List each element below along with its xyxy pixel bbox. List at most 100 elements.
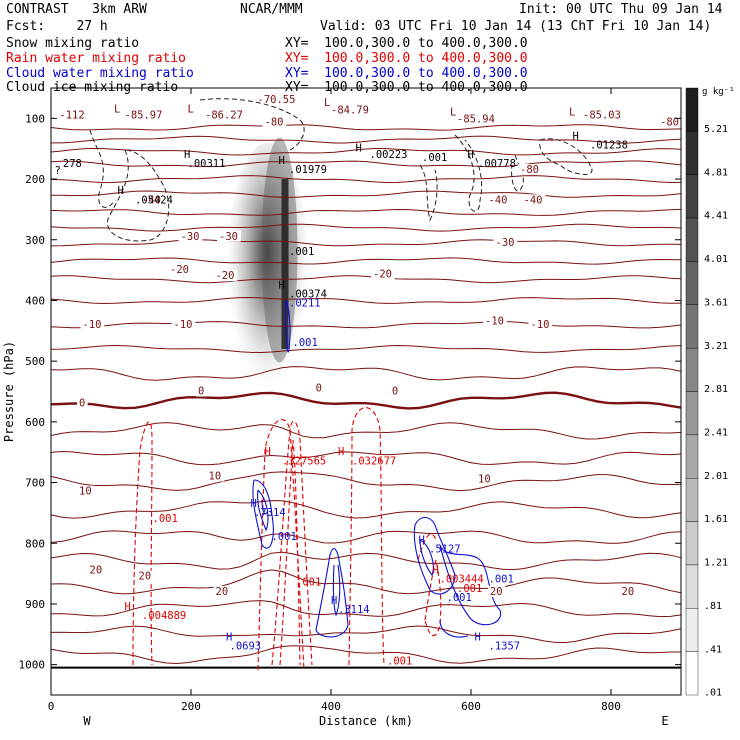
rain-contour — [132, 421, 153, 666]
colorbar-cell — [685, 521, 699, 566]
rain-label: .001 — [387, 656, 412, 668]
rain-label: .001 — [153, 513, 178, 525]
y-tick-label: 900 — [25, 598, 45, 611]
temperature-contour — [50, 296, 682, 305]
temperature-contour — [50, 344, 682, 354]
cloud-water-label: .3114 — [338, 604, 370, 616]
cloud-water-label: H — [251, 498, 257, 510]
temperature-extreme-label: L — [188, 103, 194, 115]
cloud-water-contour — [439, 544, 502, 626]
temperature-label: -20 — [216, 270, 235, 282]
colorbar-label: 1.61 — [704, 514, 728, 525]
rain-contour — [279, 439, 301, 666]
colorbar-cell — [685, 391, 699, 436]
temperature-label-bg — [389, 385, 401, 397]
cloud-water-contour — [252, 479, 274, 549]
rain-label: .327565 — [282, 455, 326, 467]
temperature-contour — [51, 135, 682, 144]
temperature-label: -20 — [373, 268, 392, 280]
x-tick-label: 0 — [48, 700, 55, 713]
rain-contours — [132, 406, 442, 671]
temperature-label: -30 — [496, 237, 515, 249]
temperature-label: 20 — [216, 586, 229, 598]
temperature-label-bg — [178, 230, 203, 242]
temperature-contour — [50, 422, 682, 440]
rain-label: H — [125, 601, 131, 613]
temperature-contour — [50, 625, 682, 644]
cloud-ice-label: H — [184, 149, 190, 161]
init-time: Init: 00 UTC Thu 09 Jan 14 — [519, 2, 723, 17]
temperature-contour — [50, 366, 682, 381]
temperature-contour — [50, 471, 682, 492]
cloud-water-label: .001 — [272, 531, 297, 543]
colorbar-cell — [685, 217, 699, 262]
cloud-ice-label: .001 — [422, 152, 447, 164]
colorbar-cell — [685, 174, 699, 219]
cloud-water-contour — [439, 619, 469, 638]
temperature-contour — [50, 175, 682, 184]
cloud-ice-label: .00374 — [289, 288, 327, 300]
x-tick-label: 200 — [181, 700, 201, 713]
temperature-label-bg — [136, 570, 154, 582]
cloud-ice-label: .00223 — [370, 149, 408, 161]
temperature-extreme-label: -70.55 — [258, 94, 296, 106]
temperature-contour — [50, 530, 682, 544]
cloud-ice-label: .001 — [289, 246, 314, 258]
temperature-extreme-label: -112 — [59, 109, 84, 121]
temperature-label: 10 — [79, 486, 92, 498]
cloud-water-contour — [332, 564, 341, 617]
temperature-contour — [50, 320, 682, 329]
colorbar-cell — [685, 478, 699, 522]
cloud-water-label: H — [331, 595, 337, 607]
colorbar-label: 1.21 — [704, 558, 728, 569]
temperature-extreme-label: L — [569, 106, 575, 118]
cloud-water-label: .001 — [447, 592, 472, 604]
cloud-ice-label: H — [468, 149, 474, 161]
cloud-ice-contour — [199, 98, 305, 151]
y-tick-label: 100 — [25, 112, 45, 125]
temperature-contour — [51, 190, 682, 198]
temperature-label-bg — [521, 194, 546, 206]
temperature-label: -80 — [265, 117, 284, 129]
rain-label: .032677 — [352, 455, 396, 467]
temperature-contour — [50, 147, 682, 156]
colorbar-label: 5.21 — [704, 124, 728, 135]
y-tick-label: 400 — [25, 294, 45, 307]
colorbar-label: 3.61 — [704, 297, 728, 308]
temperature-label: -10 — [83, 319, 102, 331]
center-label: NCAR/MMM — [240, 2, 303, 17]
y-tick-label: 500 — [25, 355, 45, 368]
temperature-label-bg — [487, 585, 506, 597]
field-snow: Snow mixing ratio — [6, 36, 140, 51]
colorbar-label: 2.41 — [704, 428, 728, 439]
colorbar-label: 4.81 — [704, 167, 728, 178]
cloud-ice-contour — [419, 164, 438, 222]
temperature-label: 20 — [490, 586, 503, 598]
cloud-water-label: .5127 — [429, 543, 461, 555]
x-tick-label: 600 — [461, 700, 481, 713]
x-tick-label: 400 — [321, 700, 341, 713]
cloud-ice-label: H — [279, 155, 285, 167]
temperature-contour — [50, 391, 682, 410]
temperature-label: -80 — [660, 117, 679, 129]
y-tick-label: 700 — [25, 477, 45, 490]
y-tick-label: 1000 — [19, 659, 46, 672]
colorbar-label: .81 — [704, 601, 722, 612]
cloud-water-label: .001 — [293, 337, 318, 349]
forecast-hour: Fcst: 27 h — [6, 19, 108, 34]
temperature-label-bg — [206, 470, 224, 482]
snow-shading — [225, 137, 310, 418]
cloud-water-label: H — [226, 631, 232, 643]
y-tick-label: 200 — [25, 173, 45, 186]
cloud-ice-label: H — [573, 131, 579, 143]
temperature-label-bg — [486, 194, 511, 206]
temperature-contour — [50, 223, 682, 232]
rain-label: H — [433, 565, 439, 577]
rain-label: .004889 — [142, 610, 186, 622]
colorbar-cell — [685, 651, 699, 696]
cloud-ice-label: .01238 — [590, 140, 628, 152]
west-label: W — [83, 714, 91, 728]
